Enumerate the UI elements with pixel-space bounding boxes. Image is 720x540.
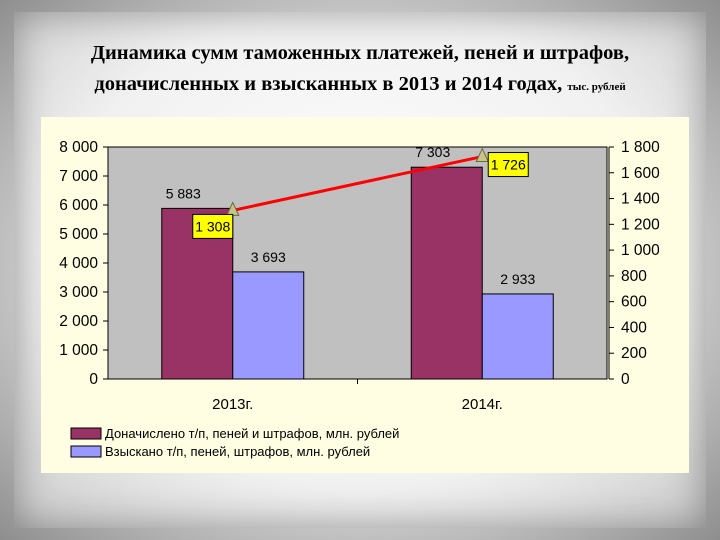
slide-title: Динамика сумм таможенных платежей, пеней…	[20, 38, 700, 103]
data-label-accrued: 5 883	[166, 185, 201, 201]
title-line-1: Динамика сумм таможенных платежей, пеней…	[90, 42, 630, 64]
title-line-2-text: доначисленных и взысканных в 2013 и 2014…	[94, 73, 563, 95]
y-right-tick-label: 0	[621, 371, 630, 388]
y-left-tick-label: 8 000	[59, 139, 98, 156]
y-left-tick-label: 7 000	[59, 168, 98, 185]
title-unit: тыс. рублей	[567, 81, 626, 93]
y-right-tick-label: 1 400	[621, 191, 660, 208]
y-right-tick-label: 400	[621, 319, 647, 336]
x-category-label: 2014г.	[462, 396, 503, 413]
data-label-collected: 2 933	[500, 271, 535, 287]
legend-swatch-collected	[70, 445, 102, 458]
y-left-tick-label: 4 000	[59, 255, 98, 272]
line-label-box	[487, 152, 529, 178]
x-category-label: 2013г.	[212, 396, 253, 413]
y-right-tick-label: 1 200	[621, 216, 660, 233]
data-label-collected: 3 693	[251, 249, 286, 265]
y-left-tick-label: 3 000	[59, 284, 98, 301]
y-left-tick-label: 1 000	[59, 342, 98, 359]
line-series	[232, 155, 483, 212]
title-line-2: доначисленных и взысканных в 2013 и 2014…	[20, 69, 700, 103]
line-marker	[475, 147, 490, 163]
chart-panel: 8 000 7 000 6 000 5 000 4 000 3 000 2 000 1 000…	[41, 117, 689, 473]
bar-collected	[232, 271, 305, 380]
line-data-label: 1 308	[195, 218, 230, 234]
legend-label-collected: Взыскано т/п, пеней, штрафов, млн. рубле…	[105, 444, 370, 459]
bar-accrued	[410, 166, 483, 380]
y-left-tick-label: 2 000	[59, 313, 98, 330]
bar-collected	[481, 293, 554, 380]
line-label-box	[192, 213, 234, 239]
y-right-tick-label: 1 600	[621, 165, 660, 182]
chart: 8 000 7 000 6 000 5 000 4 000 3 000 2 000 1 000…	[59, 139, 660, 459]
y-left-tick-label: 0	[89, 371, 98, 388]
y-right-tick-label: 800	[621, 268, 647, 285]
legend-swatch-accrued	[70, 427, 102, 440]
y-right-tick-label: 200	[621, 345, 647, 362]
line-data-label: 1 726	[491, 157, 526, 173]
y-right-tick-label: 1 000	[621, 242, 660, 259]
y-left-tick-label: 6 000	[59, 197, 98, 214]
y-left-tick-label: 5 000	[59, 226, 98, 243]
y-right-tick-label: 600	[621, 294, 647, 311]
legend-label-accrued: Доначислено т/п, пеней и штрафов, млн. р…	[105, 426, 399, 441]
y-right-tick-label: 1 800	[621, 139, 660, 156]
data-label-accrued: 7 303	[415, 144, 450, 160]
